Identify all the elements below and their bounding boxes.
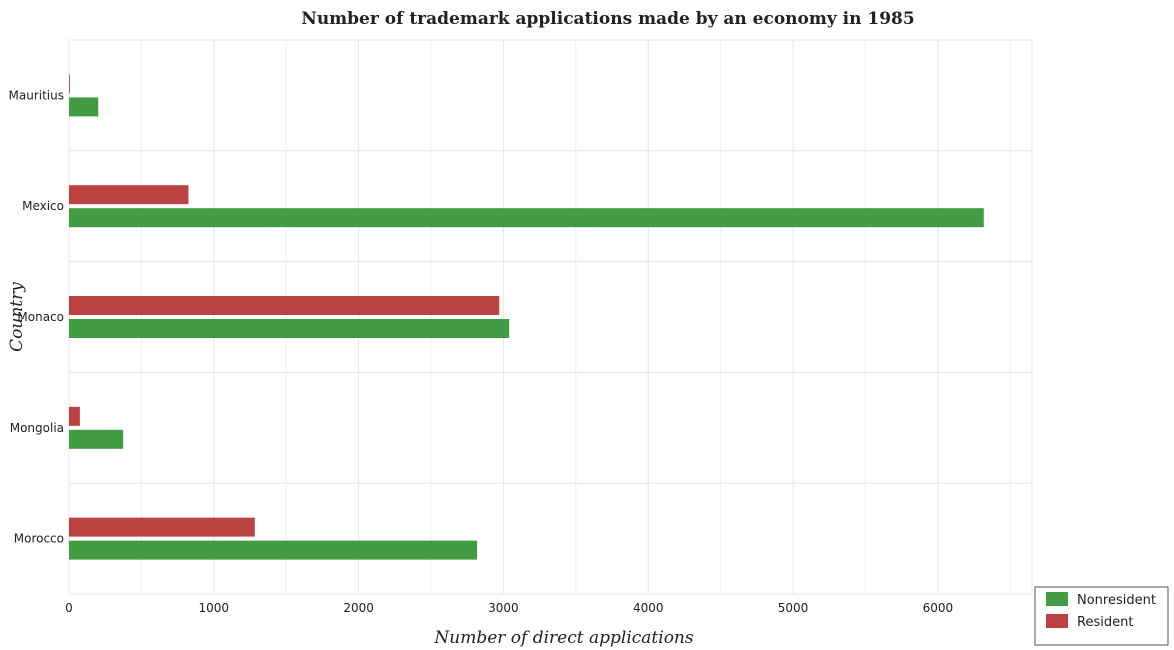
legend-label-resident: Resident (1077, 615, 1133, 630)
legend-label-nonresident: Nonresident (1077, 593, 1156, 608)
y-tick-label: Mexico (22, 199, 64, 213)
bar-nonresident-monaco (69, 319, 510, 338)
x-tick-label: 5000 (778, 601, 809, 615)
x-tick-label: 3000 (488, 601, 519, 615)
x-tick-label: 1000 (199, 601, 230, 615)
y-tick-label: Morocco (14, 532, 64, 546)
grid (68, 39, 1033, 595)
x-tick-label: 6000 (923, 601, 954, 615)
chart-title: Number of trademark applications made by… (301, 9, 914, 29)
y-tick-label: Mauritius (9, 88, 64, 102)
legend-swatch-nonresident (1046, 592, 1068, 606)
x-tick-label: 0 (65, 601, 73, 615)
y-axis-label: Country (7, 282, 27, 352)
legend: Nonresident Resident (1034, 586, 1169, 646)
bars (69, 74, 984, 560)
x-tick-label: 2000 (343, 601, 374, 615)
bar-nonresident-morocco (69, 540, 478, 560)
bar-nonresident-mongolia (69, 429, 124, 449)
bar-resident-mauritius (69, 74, 70, 94)
bar-resident-monaco (69, 296, 500, 315)
bar-nonresident-mauritius (69, 97, 99, 117)
y-tick-label: Monaco (17, 310, 64, 324)
x-axis-label: Number of direct applications (433, 628, 693, 648)
y-tick-label: Mongolia (10, 421, 64, 435)
bar-nonresident-mexico (69, 208, 984, 228)
y-tick-labels: Mauritius Mexico Monaco Mongolia Morocco (9, 88, 64, 545)
x-tick-label: 4000 (633, 601, 664, 615)
bar-resident-mongolia (69, 406, 80, 426)
bar-resident-morocco (69, 517, 255, 537)
x-tick-labels: 0 1000 2000 3000 4000 5000 6000 (65, 601, 953, 615)
legend-swatch-resident (1046, 614, 1068, 628)
bar-resident-mexico (69, 185, 189, 205)
